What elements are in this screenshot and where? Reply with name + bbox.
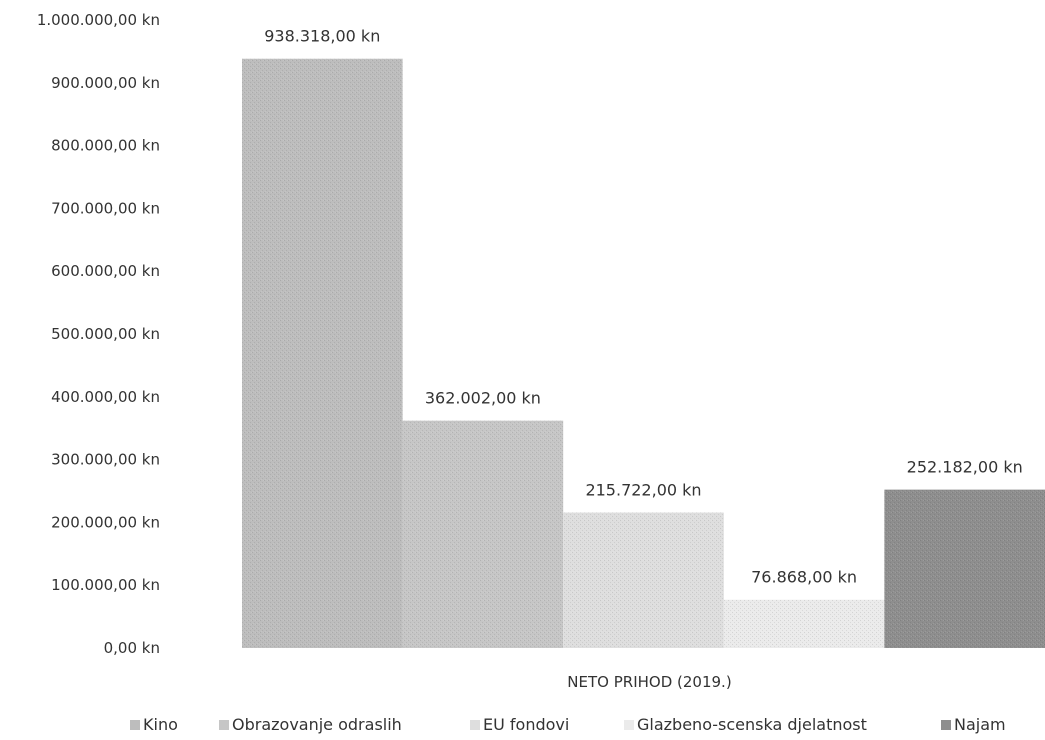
y-tick-label: 200.000,00 kn bbox=[51, 513, 160, 531]
legend-swatch bbox=[130, 720, 140, 730]
y-axis: 0,00 kn 100.000,00 kn 200.000,00 kn 300.000… bbox=[37, 11, 160, 657]
legend-swatch bbox=[624, 720, 634, 730]
legend-swatch bbox=[219, 720, 229, 730]
y-tick-label: 1.000.000,00 kn bbox=[37, 11, 160, 29]
legend-item-najam: Najam bbox=[941, 715, 1006, 734]
y-tick-label: 300.000,00 kn bbox=[51, 451, 160, 469]
y-tick-label: 100.000,00 kn bbox=[51, 576, 160, 594]
data-label-kino: 938.318,00 kn bbox=[264, 27, 380, 46]
legend-swatch bbox=[470, 720, 480, 730]
legend: Kino Obrazovanje odraslih EU fondovi Glazbe… bbox=[130, 715, 1006, 734]
y-tick-label: 0,00 kn bbox=[104, 639, 160, 657]
bar-texture bbox=[242, 58, 403, 648]
bar-texture bbox=[402, 420, 564, 648]
bar-texture bbox=[723, 599, 885, 648]
y-tick-label: 900.000,00 kn bbox=[51, 74, 160, 92]
bars bbox=[242, 58, 1045, 648]
legend-label: Kino bbox=[143, 715, 178, 734]
legend-label: Obrazovanje odraslih bbox=[232, 715, 402, 734]
legend-item-kino: Kino bbox=[130, 715, 178, 734]
legend-label: Najam bbox=[954, 715, 1006, 734]
y-tick-label: 400.000,00 kn bbox=[51, 388, 160, 406]
legend-item-glazbeno-scenska-djelatnost: Glazbeno-scenska djelatnost bbox=[624, 715, 867, 734]
bar-texture bbox=[884, 489, 1045, 648]
y-tick-label: 600.000,00 kn bbox=[51, 262, 160, 280]
y-tick-label: 500.000,00 kn bbox=[51, 325, 160, 343]
data-label-eu-fondovi: 215.722,00 kn bbox=[585, 481, 701, 500]
data-label-obrazovanje-odraslih: 362.002,00 kn bbox=[425, 389, 541, 408]
legend-swatch bbox=[941, 720, 951, 730]
data-labels: 938.318,00 kn 362.002,00 kn 215.722,00 kn 7… bbox=[264, 27, 1023, 587]
legend-label: Glazbeno-scenska djelatnost bbox=[637, 715, 867, 734]
data-label-glazbeno-scenska-djelatnost: 76.868,00 kn bbox=[751, 568, 857, 587]
legend-item-eu-fondovi: EU fondovi bbox=[470, 715, 569, 734]
y-tick-label: 700.000,00 kn bbox=[51, 199, 160, 217]
x-axis: NETO PRIHOD (2019.) bbox=[567, 673, 731, 691]
y-tick-label: 800.000,00 kn bbox=[51, 137, 160, 155]
data-label-najam: 252.182,00 kn bbox=[907, 458, 1023, 477]
legend-label: EU fondovi bbox=[483, 715, 569, 734]
legend-item-obrazovanje-odraslih: Obrazovanje odraslih bbox=[219, 715, 402, 734]
bar-texture bbox=[563, 512, 724, 648]
x-category-label: NETO PRIHOD (2019.) bbox=[567, 673, 731, 691]
